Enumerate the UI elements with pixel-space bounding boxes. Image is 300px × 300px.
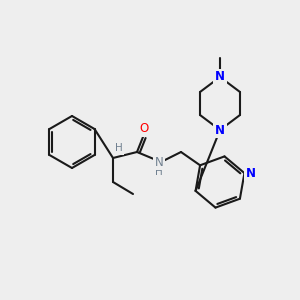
Text: H: H — [155, 167, 163, 177]
Text: N: N — [245, 167, 255, 180]
Text: O: O — [140, 122, 148, 136]
Text: N: N — [215, 124, 225, 136]
Text: H: H — [115, 143, 123, 153]
Text: N: N — [154, 155, 164, 169]
Text: N: N — [215, 70, 225, 83]
